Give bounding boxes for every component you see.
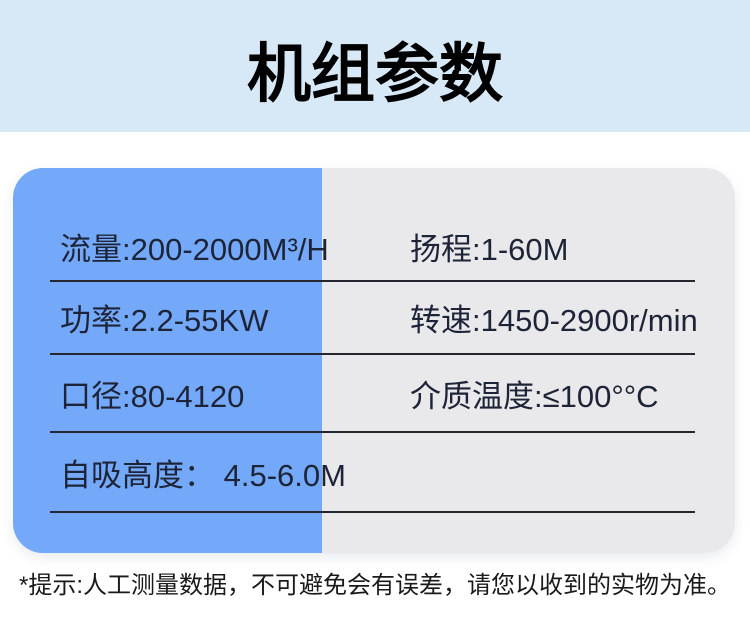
spec-power: 功率:2.2-55KW [60,303,269,338]
spec-diameter: 口径:80-4120 [60,378,245,414]
row-divider [50,511,695,513]
row-divider [50,280,695,282]
disclaimer-note: *提示:人工测量数据，不可避免会有误差，请您以收到的实物为准。 [18,572,731,599]
row-divider [50,353,695,355]
row-divider [50,431,695,433]
page-title: 机组参数 [247,38,503,110]
spec-media-temp: 介质温度:≤100°°C [410,378,659,414]
spec-card: 流量:200-2000M³/H 扬程:1-60M 功率:2.2-55KW 转速:… [13,168,735,553]
spec-suction-height: 自吸高度： 4.5-6.0M [60,457,346,493]
spec-lift-head: 扬程:1-60M [410,231,569,267]
header-band: 机组参数 [0,0,750,132]
spec-row-diameter-temp: 口径:80-4120 介质温度:≤100°°C [13,355,735,431]
spec-speed: 转速:1450-2900r/min [410,303,698,338]
spec-row-flow-head: 流量:200-2000M³/H 扬程:1-60M [13,168,735,280]
spec-row-power-speed: 功率:2.2-55KW 转速:1450-2900r/min [13,282,735,353]
spec-row-suction-height: 自吸高度： 4.5-6.0M [13,433,735,511]
spec-flow-rate: 流量:200-2000M³/H [60,231,329,267]
